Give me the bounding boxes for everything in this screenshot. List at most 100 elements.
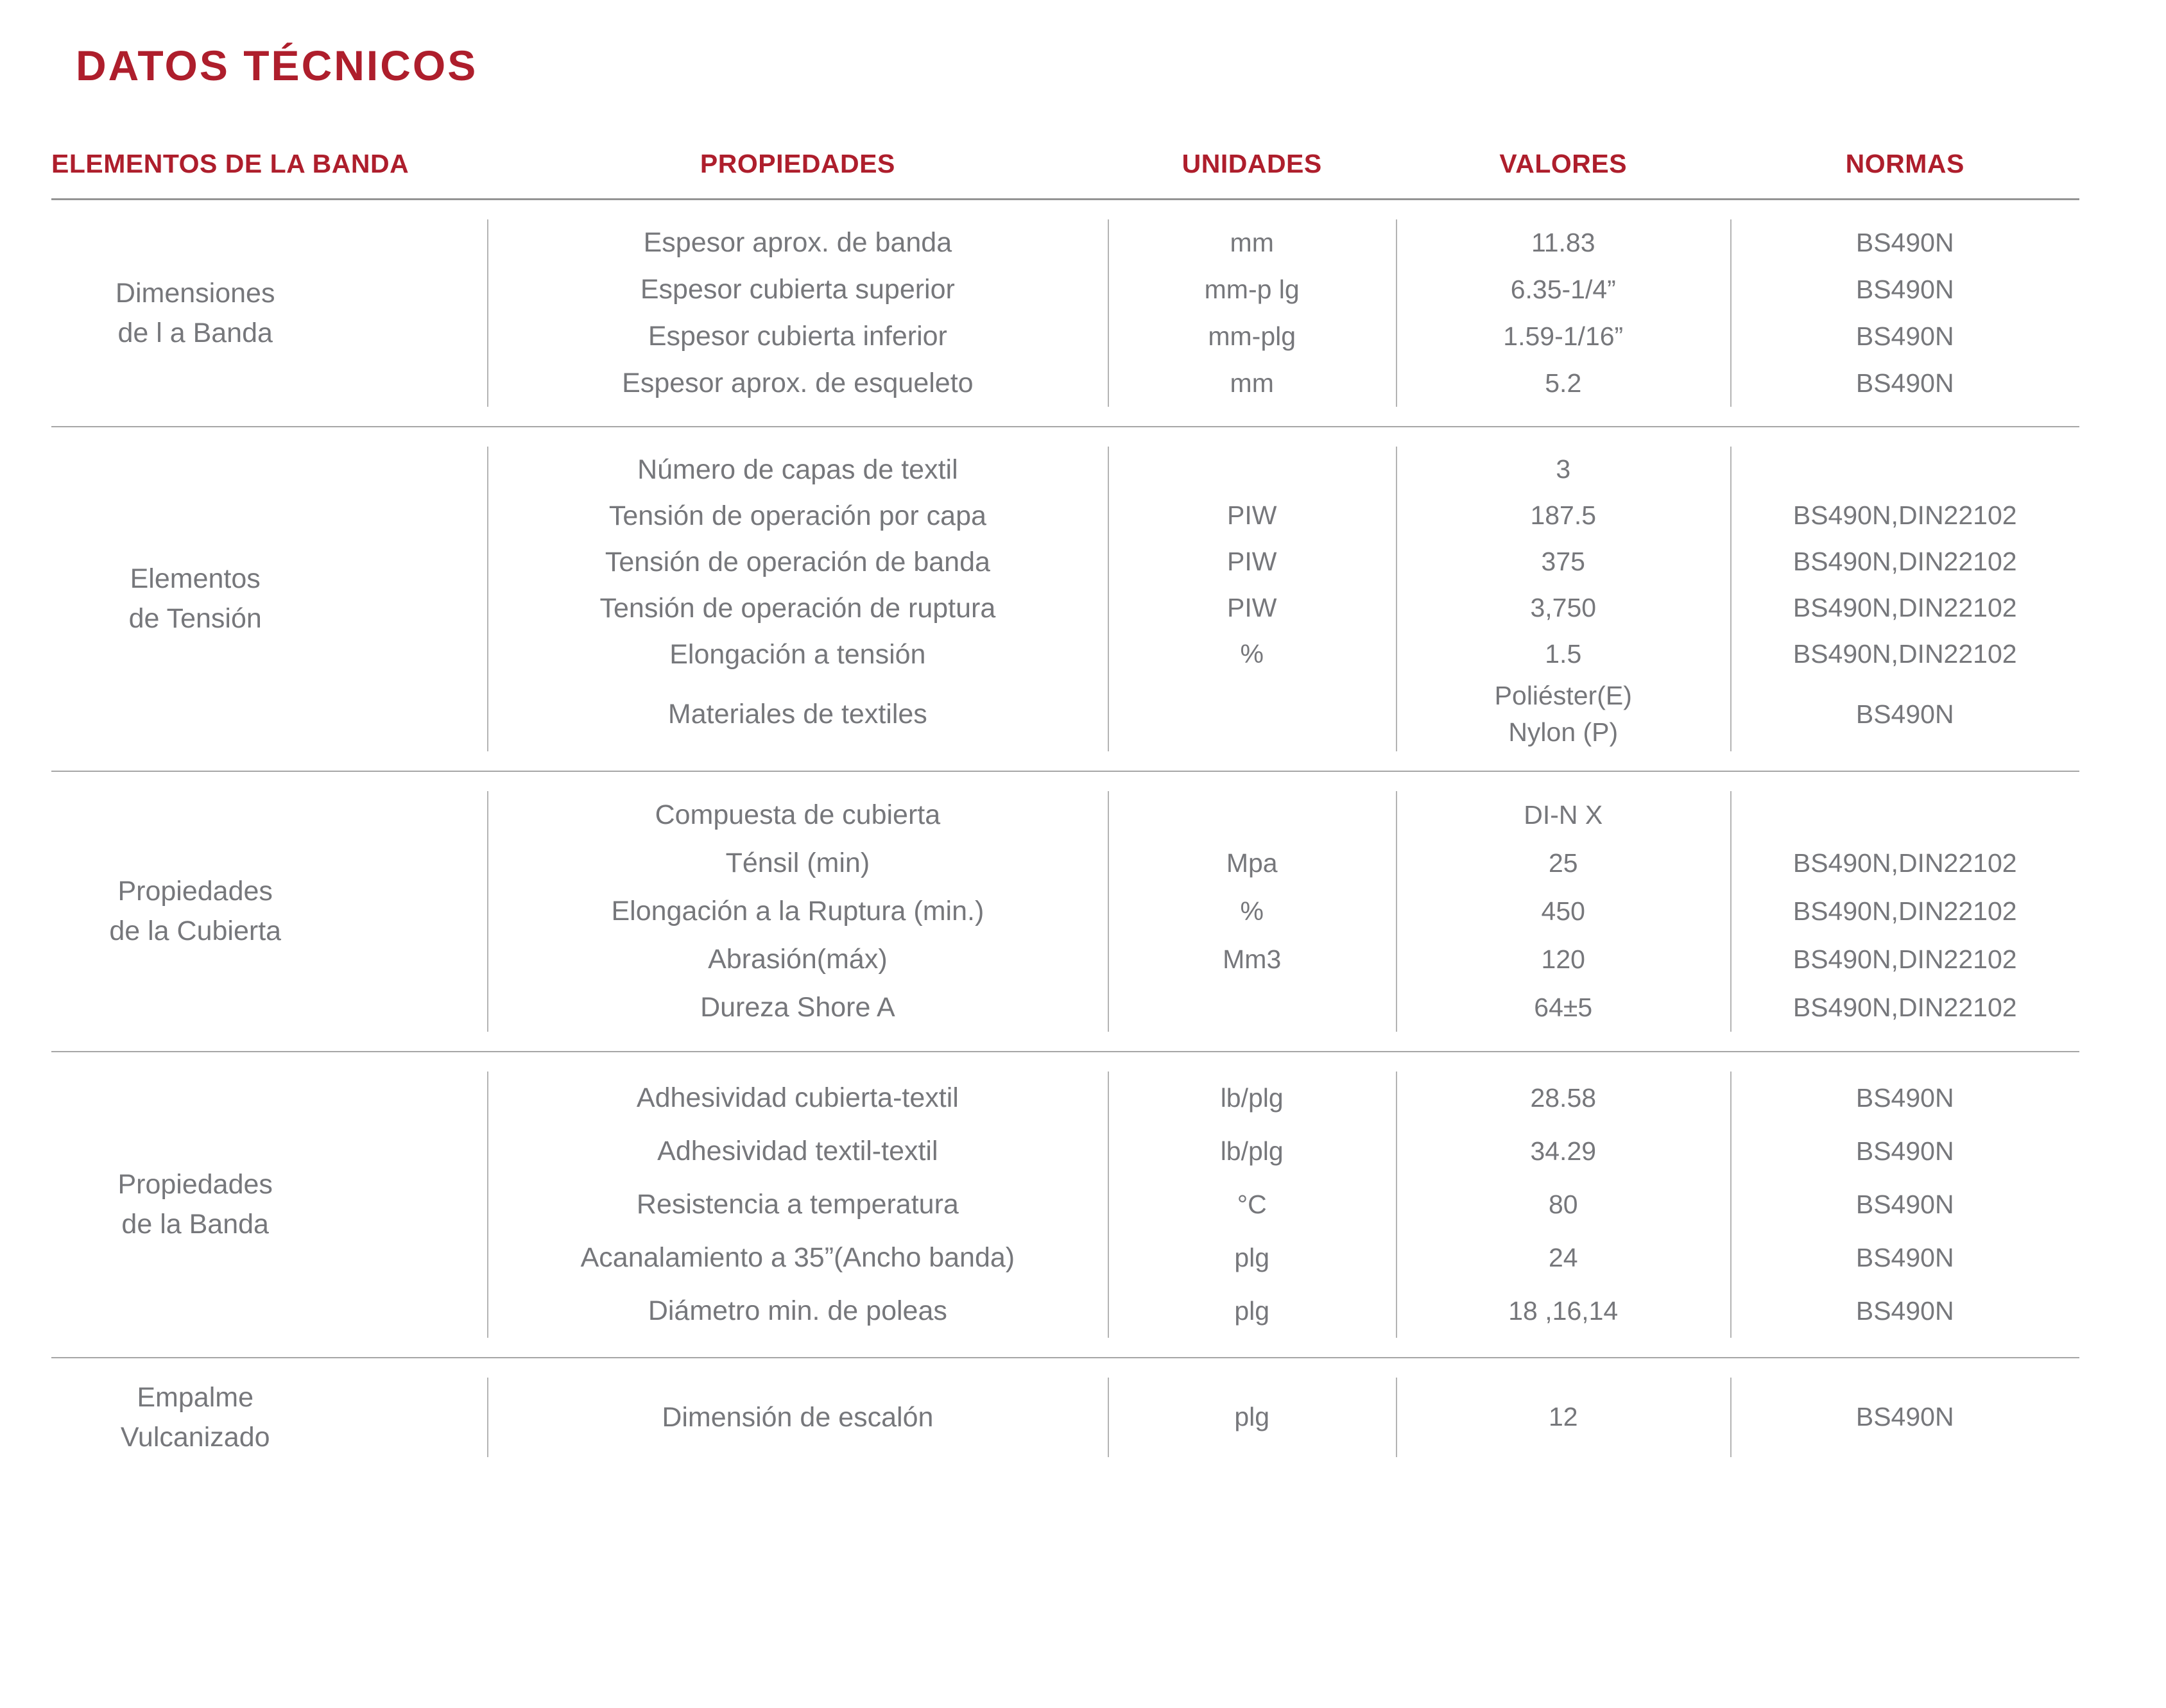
column-divider-line: [1730, 1377, 1732, 1458]
column-divider-line: [1730, 1071, 1732, 1338]
column-divider-line: [487, 219, 489, 407]
unit-cell: [1108, 791, 1396, 839]
property-cell: Materiales de textiles: [667, 699, 927, 730]
property-cell: Abrasión(máx): [708, 944, 888, 975]
norma-cell: BS490N: [1855, 699, 1954, 729]
value-cell: Poliéster(E) Nylon (P): [1396, 678, 1730, 751]
norma-cell: BS490N,DIN22102: [1792, 500, 2017, 531]
column-header-valores: VALORES: [1499, 149, 1628, 178]
norma-cell: BS490N: [1855, 1295, 1954, 1326]
column-divider-line: [1730, 790, 1732, 1032]
norma-cell: BS490N: [1855, 1136, 1954, 1166]
value-cell: 3: [1556, 454, 1571, 484]
unit-cell: PIW: [1226, 547, 1277, 577]
norma-cell: BS490N,DIN22102: [1792, 848, 2017, 878]
property-cell: Número de capas de textil: [637, 454, 958, 485]
value-cell: 450: [1541, 896, 1585, 926]
unit-cell: Mm3: [1223, 944, 1282, 974]
column-divider-line: [487, 1377, 489, 1458]
table-group: Elementos de Tensión Número de capas de te…: [51, 427, 2079, 772]
value-cell: 375: [1541, 547, 1585, 577]
group-label: Elementos de Tensión: [51, 559, 339, 639]
group-label-cell: Elementos de Tensión: [51, 447, 487, 751]
norma-cell: BS490N: [1855, 368, 1954, 398]
property-cell: Acanalamiento a 35”(Ancho banda): [580, 1242, 1015, 1274]
unit-cell: plg: [1234, 1242, 1270, 1272]
unit-cell: PIW: [1226, 500, 1277, 531]
unit-cell: [1108, 447, 1396, 493]
group-label: Empalme Vulcanizado: [51, 1378, 339, 1458]
unit-cell: [1108, 678, 1396, 751]
unit-cell: °C: [1237, 1189, 1267, 1219]
group-label-line: Elementos: [130, 563, 261, 595]
property-cell: Elongación a la Ruptura (min.): [611, 896, 984, 927]
norma-cell: BS490N: [1855, 321, 1954, 351]
group-label-line: Vulcanizado: [120, 1422, 270, 1453]
norma-cell: BS490N,DIN22102: [1792, 896, 2017, 926]
group-label-line: de la Banda: [121, 1209, 269, 1240]
norma-cell: BS490N,DIN22102: [1792, 944, 2017, 974]
norma-cell: BS490N: [1855, 274, 1954, 304]
column-divider-line: [1108, 447, 1110, 751]
column-divider-line: [1730, 447, 1732, 751]
group-label-line: de la Cubierta: [109, 916, 282, 947]
column-header-propiedades: PROPIEDADES: [700, 149, 895, 178]
unit-cell: lb/plg: [1220, 1136, 1284, 1166]
norma-cell: BS490N,DIN22102: [1792, 547, 2017, 577]
group-label-cell: Propiedades de la Banda: [51, 1072, 487, 1338]
norma-cell: BS490N,DIN22102: [1792, 639, 2017, 669]
page-title: DATOS TÉCNICOS: [76, 42, 478, 89]
unit-cell: Mpa: [1226, 848, 1278, 878]
norma-cell: [1730, 791, 2079, 839]
technical-data-table: ELEMENTOS DE LA BANDA PROPIEDADES UNIDAD…: [51, 149, 2079, 1476]
column-header-unidades: UNIDADES: [1182, 149, 1322, 178]
norma-cell: BS490N: [1855, 1242, 1954, 1272]
norma-cell: BS490N: [1855, 227, 1954, 257]
group-label-line: Propiedades: [117, 875, 273, 907]
column-divider-line: [487, 790, 489, 1032]
value-cell: 18 ,16,14: [1508, 1295, 1619, 1326]
property-cell: Adhesividad cubierta-textil: [636, 1082, 959, 1114]
value-cell: 120: [1541, 944, 1585, 974]
value-cell: 5.2: [1545, 368, 1582, 398]
value-cell: 25: [1548, 848, 1578, 878]
column-divider-line: [1396, 1071, 1398, 1338]
column-divider-line: [1108, 219, 1110, 407]
column-divider-line: [1396, 447, 1398, 751]
unit-cell: PIW: [1226, 593, 1277, 623]
unit-cell: %: [1240, 896, 1264, 926]
column-header-elementos: ELEMENTOS DE LA BANDA: [51, 149, 409, 178]
value-cell: DI-N X: [1524, 799, 1603, 830]
table-group: Empalme Vulcanizado Dimensión de escalón pl…: [51, 1358, 2079, 1477]
property-cell: Tensión de operación de ruptura: [599, 592, 996, 624]
value-cell: 3,750: [1530, 593, 1597, 623]
value-cell: 6.35-1/4”: [1510, 274, 1616, 304]
value-cell: 34.29: [1530, 1136, 1597, 1166]
group-label-line: Dimensiones: [115, 277, 275, 309]
column-divider-line: [1396, 790, 1398, 1032]
table-group: Propiedades de la Banda Adhesividad cubier…: [51, 1052, 2079, 1358]
column-divider-line: [1730, 219, 1732, 407]
property-cell: Elongación a tensión: [669, 638, 926, 670]
value-cell: 64±5: [1534, 992, 1593, 1022]
property-cell: Espesor cubierta superior: [640, 274, 955, 305]
property-cell: Dimensión de escalón: [662, 1402, 934, 1433]
unit-cell: plg: [1234, 1402, 1270, 1432]
table-group: Dimensiones de l a Banda Espesor aprox. de…: [51, 200, 2079, 427]
group-label: Propiedades de la Banda: [51, 1165, 339, 1245]
column-header-normas: NORMAS: [1845, 149, 1964, 178]
norma-cell: BS490N: [1855, 1189, 1954, 1219]
value-cell: 12: [1548, 1402, 1578, 1432]
table-group: Propiedades de la Cubierta Compuesta de cu…: [51, 772, 2079, 1052]
norma-cell: BS490N: [1855, 1402, 1954, 1432]
property-cell: Espesor aprox. de esqueleto: [622, 368, 974, 399]
norma-cell: BS490N,DIN22102: [1792, 992, 2017, 1022]
unit-cell: %: [1240, 639, 1264, 669]
group-label: Propiedades de la Cubierta: [51, 871, 339, 952]
group-label-cell: Propiedades de la Cubierta: [51, 791, 487, 1032]
value-cell: 187.5: [1530, 500, 1597, 531]
column-divider-line: [1396, 219, 1398, 407]
property-cell: Compuesta de cubierta: [655, 799, 941, 831]
property-cell: Espesor aprox. de banda: [643, 227, 952, 259]
property-cell: Diámetro min. de poleas: [648, 1295, 947, 1327]
